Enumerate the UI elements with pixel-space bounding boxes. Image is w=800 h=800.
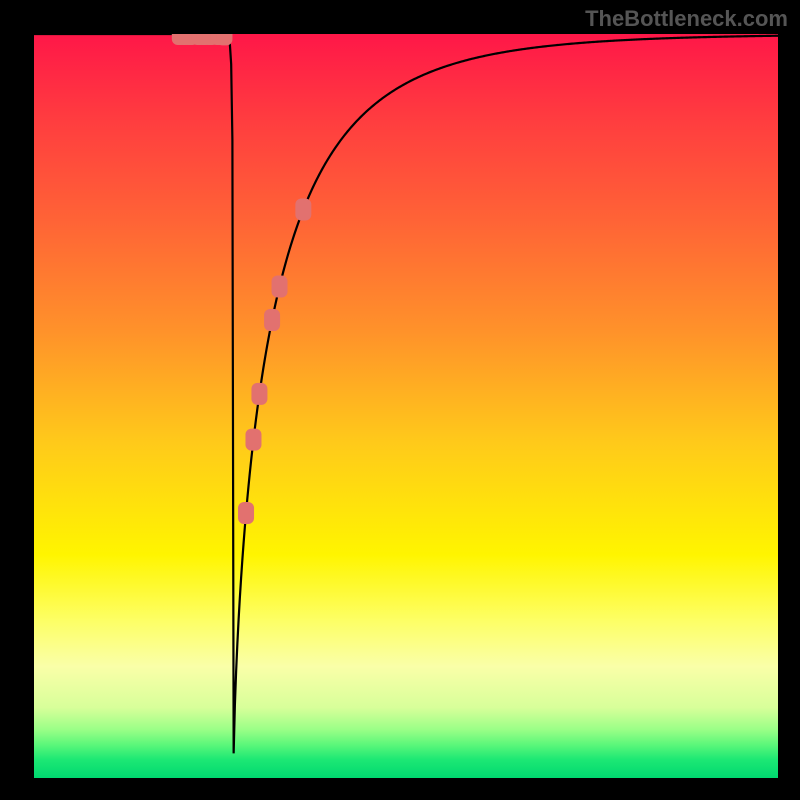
plot-area [34,34,778,778]
watermark-text: TheBottleneck.com [585,6,788,32]
chart-container: TheBottleneck.com [0,0,800,800]
curve-marker [251,383,267,405]
curve-marker [238,502,254,524]
curve-marker [272,275,288,297]
plot-svg [34,34,778,778]
gradient-background [34,34,778,778]
curve-marker [264,309,280,331]
curve-marker [245,429,261,451]
curve-marker [295,199,311,221]
curve-marker [216,34,232,45]
